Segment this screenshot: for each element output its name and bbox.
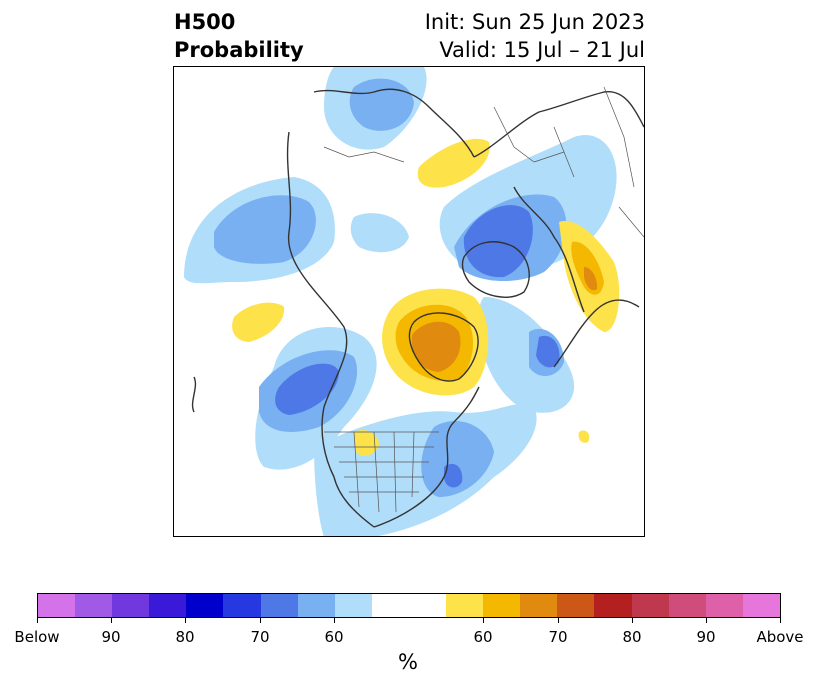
swatch-above-8 <box>705 594 743 617</box>
swatch-above-1 <box>446 594 484 617</box>
map-canvas <box>184 67 644 536</box>
swatch-below-6 <box>223 594 261 617</box>
tickmark <box>780 618 781 623</box>
swatch-below-5 <box>186 594 224 617</box>
tick-label-above-80: 80 <box>622 628 642 646</box>
tickmark <box>483 618 484 623</box>
tick-label-below-80: 80 <box>175 628 195 646</box>
swatch-below-8 <box>297 594 335 617</box>
swatch-above-3 <box>520 594 558 617</box>
swatch-above-5 <box>594 594 632 617</box>
swatch-above-7 <box>668 594 706 617</box>
init-date: Init: Sun 25 Jun 2023 <box>424 10 645 34</box>
tickmark <box>706 618 707 623</box>
colorbar <box>37 593 781 618</box>
probability-map <box>173 66 645 537</box>
title-product: Probability <box>174 38 304 62</box>
title-variable: H500 <box>174 10 236 34</box>
tickmark <box>334 618 335 623</box>
swatch-above-2 <box>483 594 521 617</box>
tick-label-below-70: 70 <box>250 628 270 646</box>
swatch-above-6 <box>631 594 669 617</box>
tick-label-above-60: 60 <box>473 628 493 646</box>
title-left: H500 Probability <box>174 8 304 64</box>
tick-label-below-90: 90 <box>101 628 121 646</box>
swatch-below-9 <box>334 594 372 617</box>
colorbar-unit-label: % <box>398 650 418 674</box>
tick-label-above-90: 90 <box>696 628 716 646</box>
tickmark <box>111 618 112 623</box>
swatch-neutral <box>371 594 447 617</box>
tickmark <box>632 618 633 623</box>
swatch-below-7 <box>260 594 298 617</box>
swatch-above-9 <box>742 594 780 617</box>
swatch-below-2 <box>75 594 113 617</box>
swatch-below-1 <box>38 594 76 617</box>
coastlines <box>191 88 644 528</box>
swatch-below-4 <box>149 594 187 617</box>
tickmark <box>37 618 38 623</box>
below-normal-strong-regions <box>275 205 560 488</box>
tickmark <box>260 618 261 623</box>
above-normal-strong-regions <box>411 267 598 372</box>
tick-label-above: Above <box>756 628 804 646</box>
tick-label-above-70: 70 <box>548 628 568 646</box>
tickmark <box>558 618 559 623</box>
valid-range: Valid: 15 Jul – 21 Jul <box>439 38 645 62</box>
tickmark <box>185 618 186 623</box>
swatch-above-4 <box>557 594 595 617</box>
swatch-below-3 <box>112 594 150 617</box>
title-right: Init: Sun 25 Jun 2023 Valid: 15 Jul – 21… <box>425 8 645 64</box>
tick-label-below: Below <box>14 628 60 646</box>
tick-label-below-60: 60 <box>324 628 344 646</box>
political-borders <box>323 86 644 513</box>
